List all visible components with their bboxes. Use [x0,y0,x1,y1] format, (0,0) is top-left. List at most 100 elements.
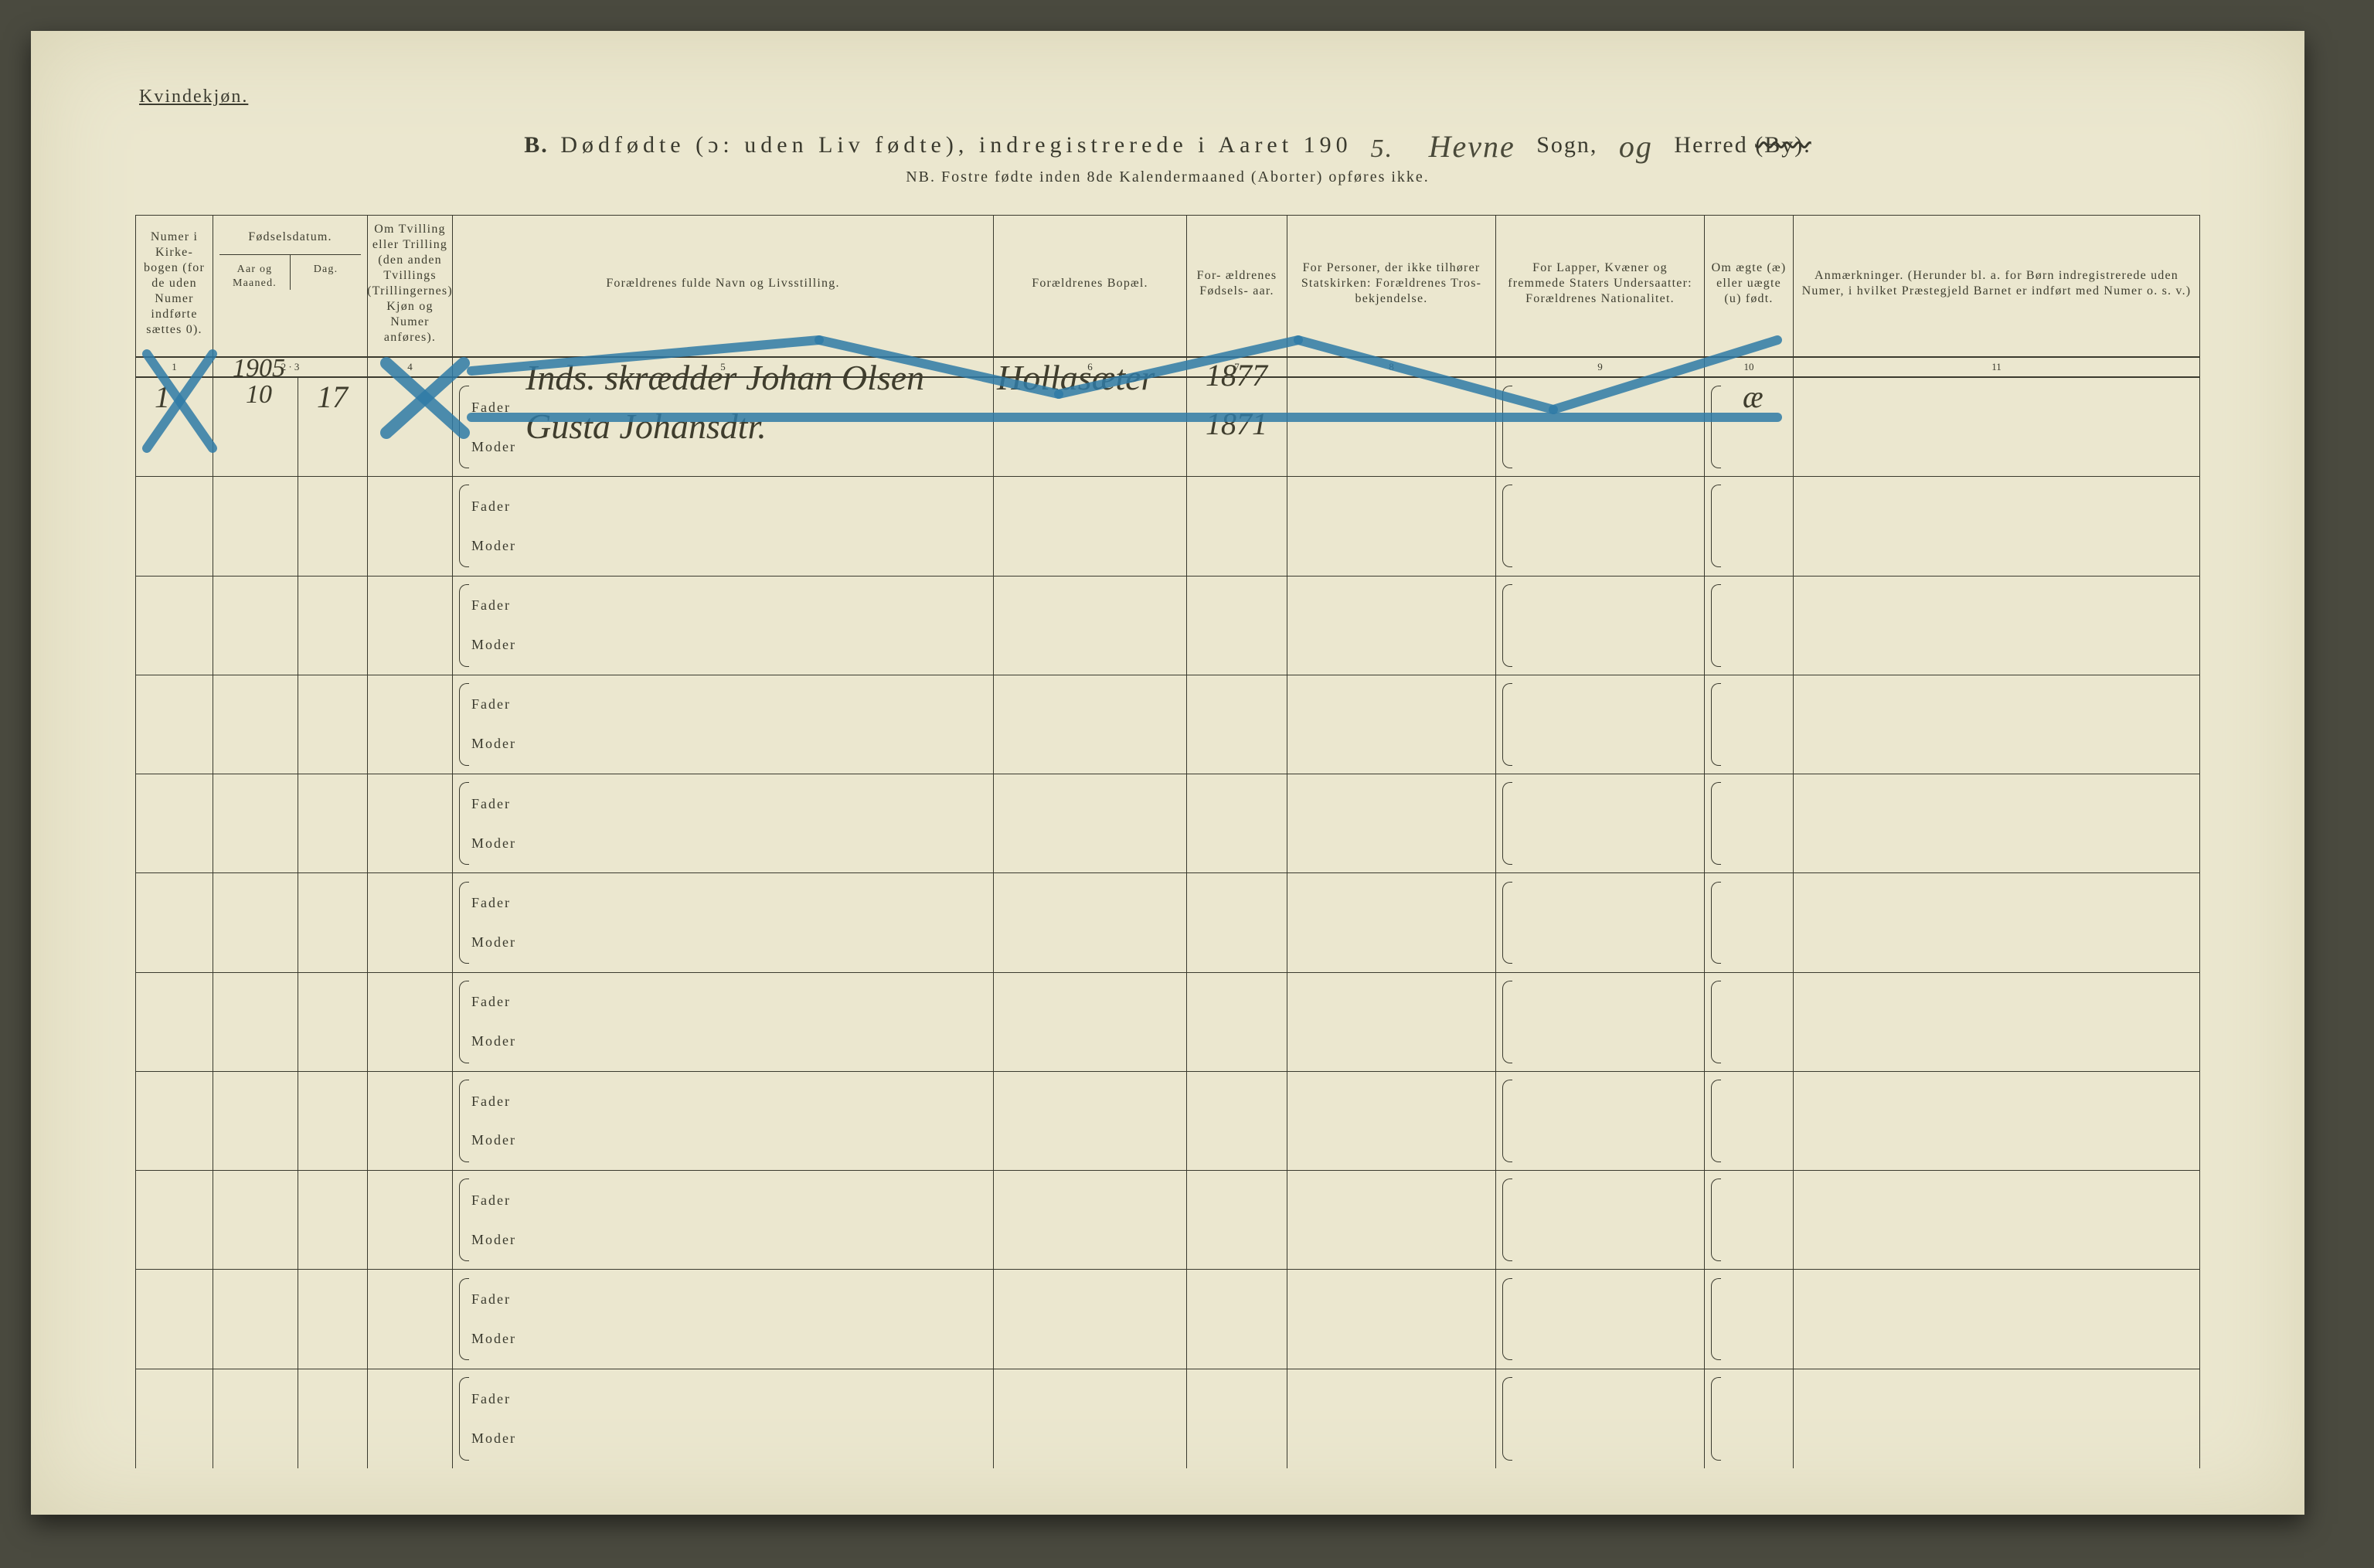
moder-label: Moder [471,439,516,455]
cell [135,378,213,477]
cell [213,675,298,774]
cell [367,873,452,972]
col-1-header: Numer i Kirke- bogen (for de uden Numer … [135,215,213,357]
cell [1186,675,1287,774]
cell: Fader Moder [452,378,993,477]
col-7-header: For- ældrenes Fødsels- aar. [1186,215,1287,357]
cell [213,774,298,873]
cell: FaderModer [452,1171,993,1270]
table-row: FaderModer [135,477,2200,576]
table-body: FaderModerFaderModerFaderModerFaderModer… [135,378,2200,1468]
cell [1704,973,1793,1072]
cell [1186,973,1287,1072]
column-number-row: 1 2 · 3 4 5 6 7 8 9 10 11 [135,357,2200,378]
table-row: FaderModer [135,873,2200,972]
cell [213,1171,298,1270]
cell [298,973,367,1072]
col-6-header: Forældrenes Bopæl. [993,215,1186,357]
table-row: Fader Moder [135,973,2200,1072]
cell [993,973,1186,1072]
cell [1495,1072,1704,1171]
cell [1495,1171,1704,1270]
cell [1287,973,1495,1072]
cell [213,477,298,576]
cell: FaderModer [452,577,993,675]
cell [213,1072,298,1171]
cell [1793,1369,2200,1468]
cell [1704,774,1793,873]
cell: Fader Moder [452,973,993,1072]
cell [367,1072,452,1171]
cell [1287,873,1495,972]
cell [1287,577,1495,675]
cell [1186,1369,1287,1468]
cell [1287,1270,1495,1369]
colnum-7: 7 [1186,357,1287,378]
fader-label: Fader [471,597,516,614]
herred-by-struck: (By). [1755,132,1811,158]
fader-label: Fader [471,1291,516,1308]
cell [135,774,213,873]
col-2-3-header: Fødselsdatum. Aar og Maaned. Dag. [213,215,367,357]
cell [367,675,452,774]
nb-line: NB. Fostre fødte inden 8de Kalendermaane… [31,168,2304,186]
cell [993,1369,1186,1468]
cell [135,675,213,774]
cell [1495,1270,1704,1369]
fader-label: Fader [471,400,516,416]
col-9-header: For Lapper, Kvæner og fremmede Staters U… [1495,215,1704,357]
cell [1495,675,1704,774]
cell: FaderModer [452,477,993,576]
cell [1287,1171,1495,1270]
table-row: FaderModer [135,1072,2200,1171]
colnum-8: 8 [1287,357,1495,378]
moder-label: Moder [471,1033,516,1049]
cell [1186,774,1287,873]
cell [993,378,1186,477]
colnum-2-3: 2 · 3 [213,357,367,378]
cell [1495,378,1704,477]
cell [298,378,367,477]
cell [298,774,367,873]
cell [993,774,1186,873]
table-row: FaderModer [135,577,2200,675]
cell [1186,873,1287,972]
col-4-header: Om Tvilling eller Trilling (den anden Tv… [367,215,452,357]
table-row: FaderModer [135,1270,2200,1369]
cell [1793,1171,2200,1270]
cell [1793,477,2200,576]
fader-label: Fader [471,1391,516,1407]
cell [1495,774,1704,873]
cell [213,577,298,675]
section-letter: B. [524,132,549,158]
colnum-11: 11 [1793,357,2200,378]
colnum-4: 4 [367,357,452,378]
cell [1495,577,1704,675]
handwritten-year: 5. [1371,134,1394,164]
moder-label: Moder [471,538,516,554]
cell: FaderModer [452,1270,993,1369]
fader-label: Fader [471,994,516,1010]
cell [213,1369,298,1468]
cell [993,1072,1186,1171]
colnum-1: 1 [135,357,213,378]
cell [298,1270,367,1369]
cell [1704,1270,1793,1369]
cell [1793,378,2200,477]
cell [993,1270,1186,1369]
fader-label: Fader [471,1192,516,1209]
cell [135,577,213,675]
cell [367,378,452,477]
cell [1704,577,1793,675]
col-3-sub: Dag. [291,255,361,290]
cell: FaderModer [452,1072,993,1171]
cell [1793,774,2200,873]
colnum-5: 5 [452,357,993,378]
cell [367,1369,452,1468]
cell: FaderModer [452,1369,993,1468]
cell [1495,477,1704,576]
cell [135,1072,213,1171]
table-row: FaderModer [135,1171,2200,1270]
cell [1704,675,1793,774]
cell [1186,1270,1287,1369]
